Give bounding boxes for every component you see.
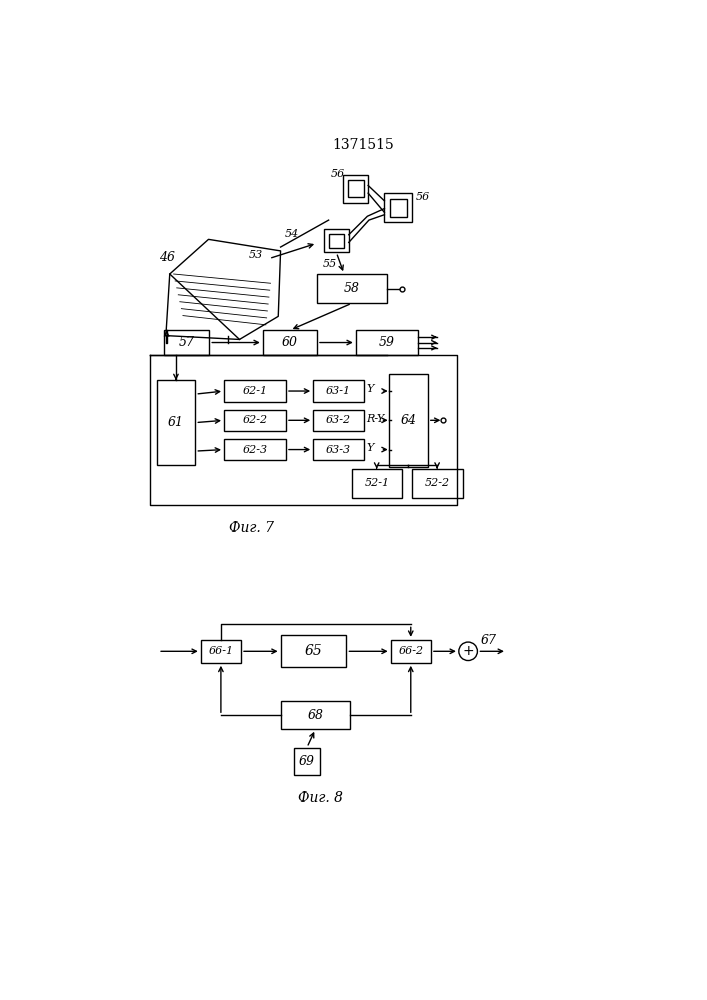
Bar xyxy=(348,180,363,197)
Text: R-Y: R-Y xyxy=(367,414,385,424)
Text: Фиг. 8: Фиг. 8 xyxy=(298,791,344,805)
Bar xyxy=(263,330,317,355)
Bar xyxy=(281,635,346,667)
Bar xyxy=(385,193,412,222)
Text: 62-1: 62-1 xyxy=(243,386,267,396)
Text: 63-3: 63-3 xyxy=(326,445,351,455)
Bar xyxy=(293,748,320,775)
Text: 56: 56 xyxy=(331,169,345,179)
Bar xyxy=(313,439,363,460)
Text: 66-2: 66-2 xyxy=(398,646,423,656)
Text: 52-1: 52-1 xyxy=(365,478,390,488)
Bar xyxy=(317,274,387,303)
Bar xyxy=(313,380,363,402)
Text: 67: 67 xyxy=(481,634,496,647)
Text: 69: 69 xyxy=(299,755,315,768)
Text: 60: 60 xyxy=(282,336,298,349)
Bar xyxy=(390,199,407,217)
Bar xyxy=(356,330,418,355)
Text: 1371515: 1371515 xyxy=(332,138,394,152)
Text: 66-1: 66-1 xyxy=(209,646,233,656)
Text: Фиг. 7: Фиг. 7 xyxy=(228,521,274,535)
Bar xyxy=(164,330,209,355)
Text: 58: 58 xyxy=(344,282,360,295)
Bar xyxy=(344,175,368,203)
Text: Y: Y xyxy=(367,443,374,453)
Text: 68: 68 xyxy=(308,709,323,722)
Text: 63-2: 63-2 xyxy=(326,415,351,425)
Text: 62-3: 62-3 xyxy=(243,445,267,455)
Bar xyxy=(352,469,402,498)
Bar xyxy=(224,439,286,460)
Text: 53: 53 xyxy=(248,250,263,260)
Text: 55: 55 xyxy=(323,259,337,269)
Text: Y: Y xyxy=(367,384,374,394)
Bar xyxy=(224,410,286,431)
Text: 56: 56 xyxy=(416,192,431,202)
Bar xyxy=(201,640,241,663)
Bar xyxy=(329,234,344,248)
Text: 62-2: 62-2 xyxy=(243,415,267,425)
Text: 63-1: 63-1 xyxy=(326,386,351,396)
Text: +: + xyxy=(462,644,474,658)
Text: 46: 46 xyxy=(159,251,175,264)
Bar xyxy=(324,229,349,252)
Bar xyxy=(156,380,195,465)
Bar xyxy=(281,701,351,729)
Text: 65: 65 xyxy=(305,644,322,658)
Bar xyxy=(313,410,363,431)
Text: 59: 59 xyxy=(379,336,395,349)
Bar xyxy=(412,469,462,498)
Text: 52-2: 52-2 xyxy=(425,478,450,488)
Bar xyxy=(389,374,428,466)
Text: 57: 57 xyxy=(179,336,195,349)
Text: 64: 64 xyxy=(400,414,416,427)
Bar xyxy=(391,640,431,663)
Text: 61: 61 xyxy=(168,416,184,429)
Bar xyxy=(224,380,286,402)
Text: 54: 54 xyxy=(284,229,298,239)
